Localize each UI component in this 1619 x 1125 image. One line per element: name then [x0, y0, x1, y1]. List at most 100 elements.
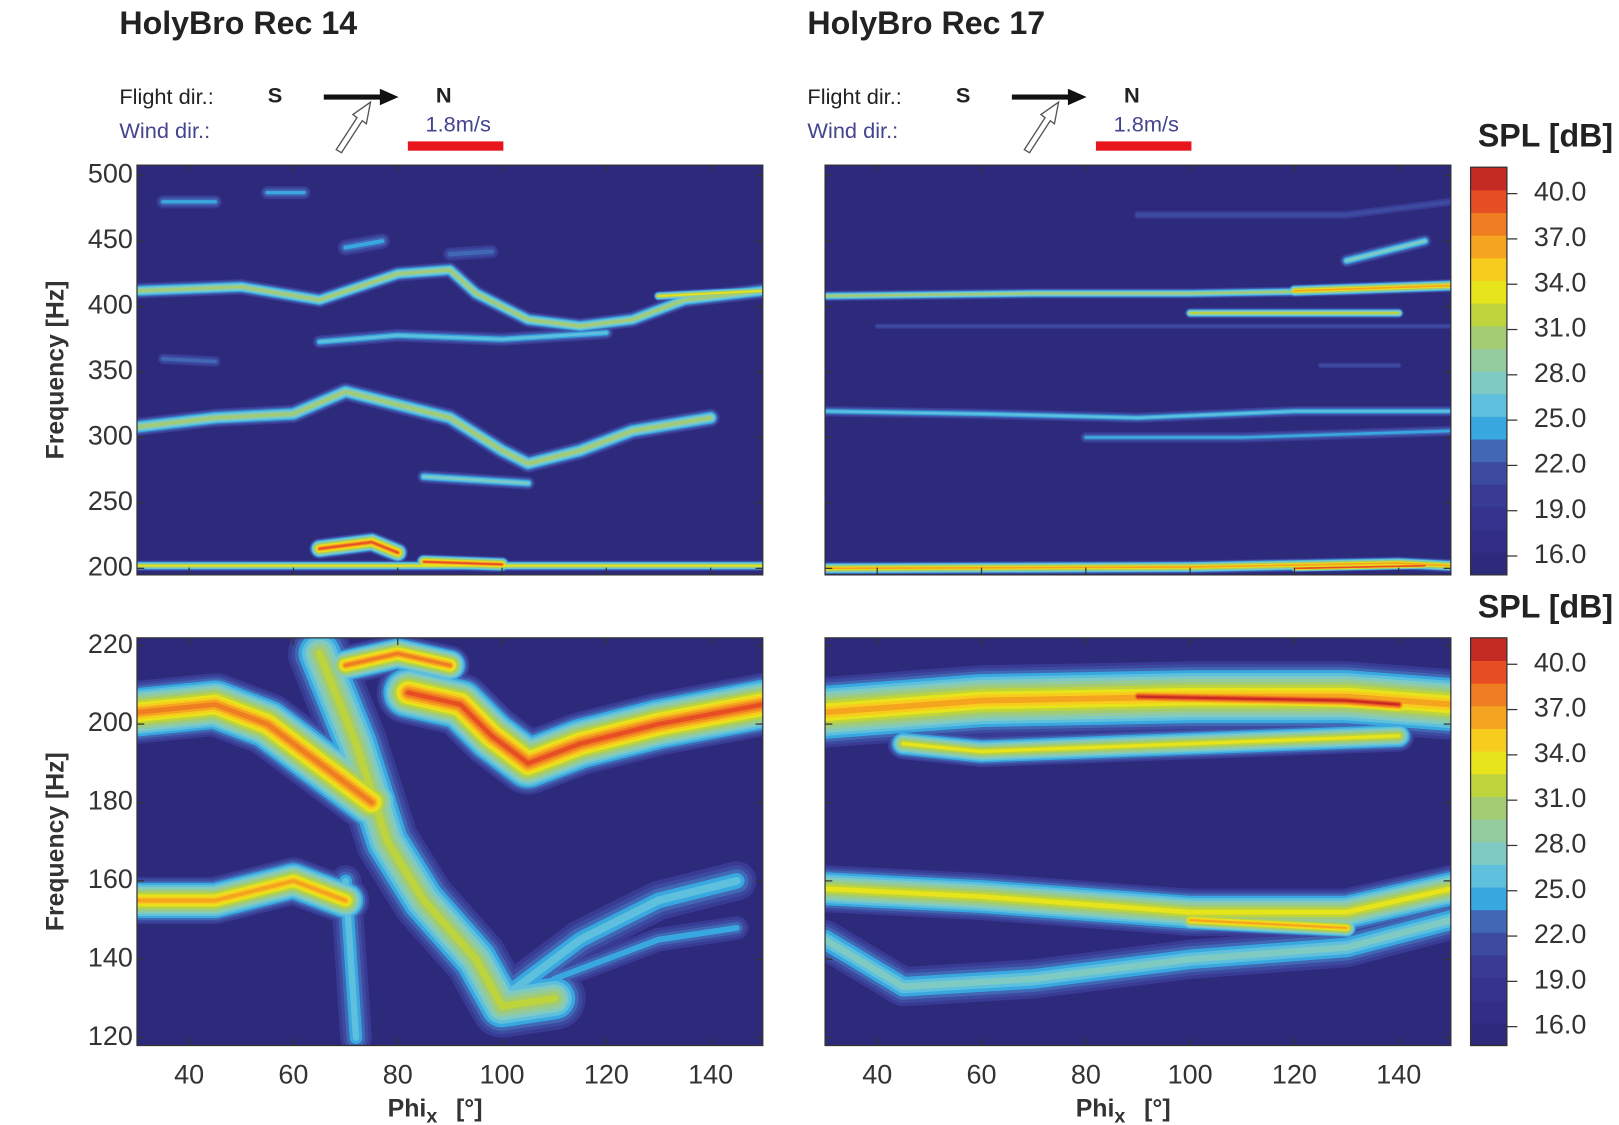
- contour-band: [136, 878, 348, 903]
- colorbar-tick-label: 40.0: [1534, 647, 1586, 677]
- x-tick-label: 80: [1071, 1060, 1101, 1090]
- colorbar-cell: [1470, 167, 1507, 191]
- x-axis-label-unit: [°]: [1144, 1095, 1171, 1122]
- colorbar-cell: [1470, 325, 1507, 349]
- colorbar-cell: [1470, 819, 1507, 843]
- y-tick-label: 450: [88, 224, 133, 254]
- colorbar-cell: [1470, 705, 1507, 729]
- wind-speed: 1.8m/s: [426, 112, 491, 137]
- colorbar-tick-label: 22.0: [1534, 919, 1586, 949]
- plot-background: [136, 165, 763, 575]
- y-tick-label: 180: [88, 786, 133, 816]
- y-tick-label: 200: [88, 551, 133, 581]
- x-tick-label: 80: [383, 1060, 413, 1090]
- colorbar-cell: [1470, 371, 1507, 395]
- flight-label: Flight dir.:: [119, 84, 213, 109]
- colorbar-cell: [1470, 235, 1507, 259]
- colorbar-tick-label: 31.0: [1534, 783, 1586, 813]
- colorbar-cell: [1470, 438, 1507, 463]
- colorbar-cell: [1470, 552, 1507, 576]
- colorbar-cell: [1470, 932, 1507, 956]
- colorbar-tick-label: 19.0: [1534, 965, 1586, 995]
- colorbar-cell: [1470, 841, 1507, 865]
- y-tick-label: 220: [88, 629, 133, 659]
- colorbar-title: SPL [dB]: [1478, 118, 1613, 154]
- plot-area: [136, 165, 763, 575]
- contour-band: [316, 650, 558, 1010]
- colorbar-cell: [1470, 303, 1507, 327]
- contour-band: [657, 290, 763, 297]
- colorbar-tick-label: 25.0: [1534, 403, 1586, 433]
- x-tick-label: 100: [1168, 1060, 1213, 1090]
- scale-bar: [1095, 141, 1192, 151]
- contour-band: [825, 410, 1451, 419]
- x-axis-label: Phix [°]: [1076, 1095, 1171, 1125]
- scale-bar: [407, 141, 504, 151]
- colorbar-cell: [1470, 728, 1507, 752]
- wind-arrow: [1023, 100, 1060, 154]
- colorbar-tick-label: 31.0: [1534, 313, 1586, 343]
- colorbar-cell: [1470, 484, 1507, 508]
- panel-title: HolyBro Rec 14: [119, 5, 357, 41]
- contour-band: [343, 239, 385, 250]
- contour-band: [318, 331, 608, 344]
- colorbar-cell: [1470, 1022, 1507, 1047]
- colorbar-cell: [1470, 977, 1507, 1001]
- contour-band: [825, 562, 1451, 570]
- colorbar-cell: [1470, 506, 1507, 531]
- direction-to: N: [436, 83, 452, 108]
- flight-label: Flight dir.:: [807, 84, 901, 109]
- y-tick-label: 400: [88, 290, 133, 320]
- x-axis-label: Phix [°]: [388, 1095, 483, 1125]
- colorbar-cell: [1470, 393, 1507, 417]
- y-tick-label: 200: [88, 707, 133, 737]
- y-tick-label: 250: [88, 486, 133, 516]
- y-tick-label: 160: [88, 864, 133, 894]
- contour-band: [318, 541, 399, 554]
- colorbar-tick-label: 19.0: [1534, 494, 1586, 524]
- colorbar-tick-label: 28.0: [1534, 829, 1586, 859]
- colorbar-cell: [1470, 886, 1507, 911]
- colorbar-cell: [1470, 529, 1507, 553]
- y-tick-label: 120: [88, 1021, 133, 1051]
- flight-arrow-head: [379, 88, 399, 106]
- contour-band: [136, 268, 763, 328]
- colorbar-cell: [1470, 909, 1507, 933]
- x-tick-label: 140: [688, 1060, 733, 1090]
- plot-area: [825, 165, 1451, 575]
- y-tick-label: 350: [88, 355, 133, 385]
- colorbar-title: SPL [dB]: [1478, 588, 1613, 624]
- x-tick-label: 60: [278, 1060, 308, 1090]
- wind-arrow: [335, 100, 372, 154]
- y-tick-label: 300: [88, 421, 133, 451]
- direction-to: N: [1124, 83, 1140, 108]
- contour-band: [447, 249, 494, 257]
- plot-frame: [824, 637, 1452, 1047]
- colorbar-tick-label: 37.0: [1534, 693, 1586, 723]
- colorbar-tick-label: 16.0: [1534, 1010, 1586, 1040]
- contour-band: [1293, 284, 1451, 292]
- colorbar-tick-label: 34.0: [1534, 267, 1586, 297]
- colorbar-frame: [1469, 166, 1508, 576]
- plot-background: [825, 165, 1451, 575]
- colorbar-cell: [1470, 637, 1507, 662]
- panel-title: HolyBro Rec 17: [807, 5, 1045, 41]
- colorbar-cell: [1470, 660, 1507, 684]
- y-axis-label: Frequency [Hz]: [43, 281, 70, 460]
- colorbar-cell: [1470, 773, 1507, 797]
- colorbar-cell: [1470, 683, 1507, 707]
- colorbar-cell: [1470, 954, 1507, 979]
- colorbar-frame: [1469, 637, 1508, 1047]
- plot-frame: [136, 164, 764, 576]
- x-tick-label: 40: [174, 1060, 204, 1090]
- colorbar-tick-label: 22.0: [1534, 449, 1586, 479]
- x-axis-label-text: Phi: [1076, 1095, 1115, 1122]
- plot-frame: [136, 637, 764, 1047]
- y-axis-label: Frequency [Hz]: [43, 752, 70, 931]
- plot-frame: [824, 164, 1452, 576]
- contour-band: [498, 876, 741, 1003]
- contour-band: [825, 886, 1451, 915]
- y-tick-label: 500: [88, 159, 133, 189]
- direction-from: S: [268, 83, 283, 108]
- colorbar-cell: [1470, 1000, 1507, 1024]
